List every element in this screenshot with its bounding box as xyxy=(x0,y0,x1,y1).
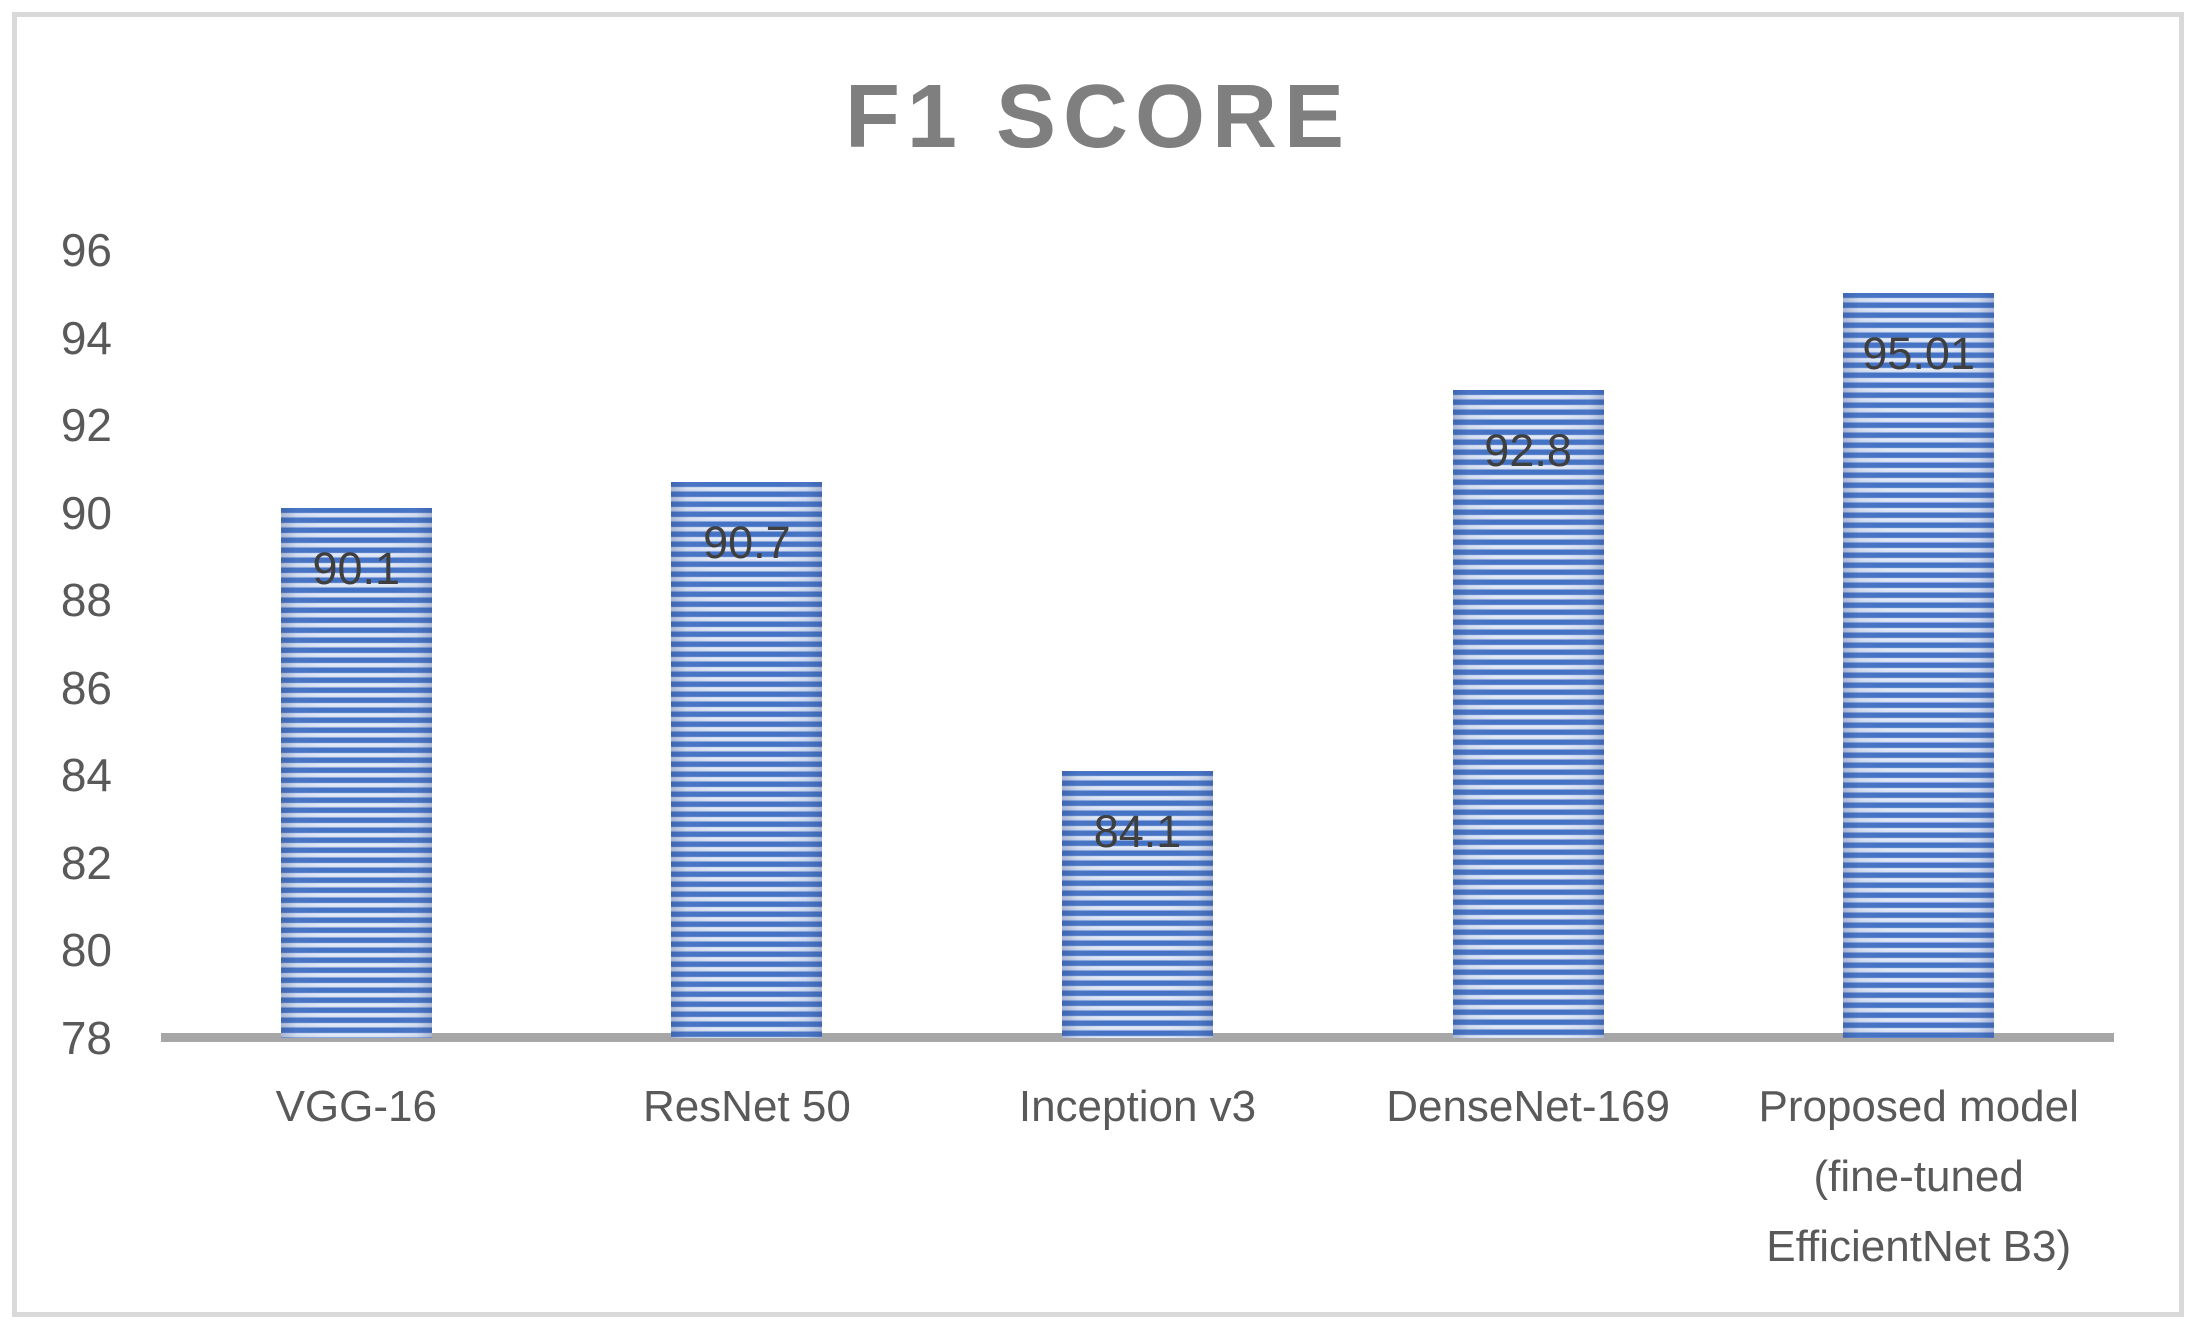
data-label-resnet-50: 90.7 xyxy=(703,517,791,569)
bar-proposed-model-fine-tuned-efficientnet-b3: 95.01 xyxy=(1843,293,1995,1038)
data-label-inception-v3: 84.1 xyxy=(1093,805,1182,857)
bar-resnet-50: 90.7 xyxy=(671,482,823,1038)
y-tick-label-90: 90 xyxy=(60,486,112,539)
y-tick-label-82: 82 xyxy=(60,836,112,889)
category-label-vgg-16: VGG-16 xyxy=(275,1082,437,1131)
category-label-proposed-model-fine-tuned-efficientnet-b3: Proposed model (fine-tuned EfficientNet … xyxy=(1758,1082,2079,1271)
y-tick-label-92: 92 xyxy=(60,399,112,452)
y-tick-label-84: 84 xyxy=(60,749,112,802)
bar-densenet-169: 92.8 xyxy=(1452,390,1604,1038)
category-label-densenet-169: DenseNet-169 xyxy=(1386,1082,1670,1131)
y-tick-label-86: 86 xyxy=(60,661,112,714)
category-label-resnet-50: ResNet 50 xyxy=(642,1082,851,1131)
y-tick-label-78: 78 xyxy=(60,1012,112,1064)
data-label-densenet-169: 92.8 xyxy=(1484,425,1572,477)
data-label-vgg-16: 90.1 xyxy=(312,543,401,595)
y-tick-label-88: 88 xyxy=(60,574,112,627)
category-label-inception-v3: Inception v3 xyxy=(1018,1082,1257,1131)
data-label-proposed-model-fine-tuned-efficientnet-b3: 95.01 xyxy=(1862,328,1975,380)
y-tick-label-96: 96 xyxy=(60,224,112,276)
y-tick-label-94: 94 xyxy=(60,311,112,364)
bar-inception-v3: 84.1 xyxy=(1062,770,1213,1038)
y-tick-label-80: 80 xyxy=(60,924,112,977)
chart-title: F1 SCORE xyxy=(844,67,1352,167)
bar-vgg-16: 90.1 xyxy=(280,508,432,1038)
